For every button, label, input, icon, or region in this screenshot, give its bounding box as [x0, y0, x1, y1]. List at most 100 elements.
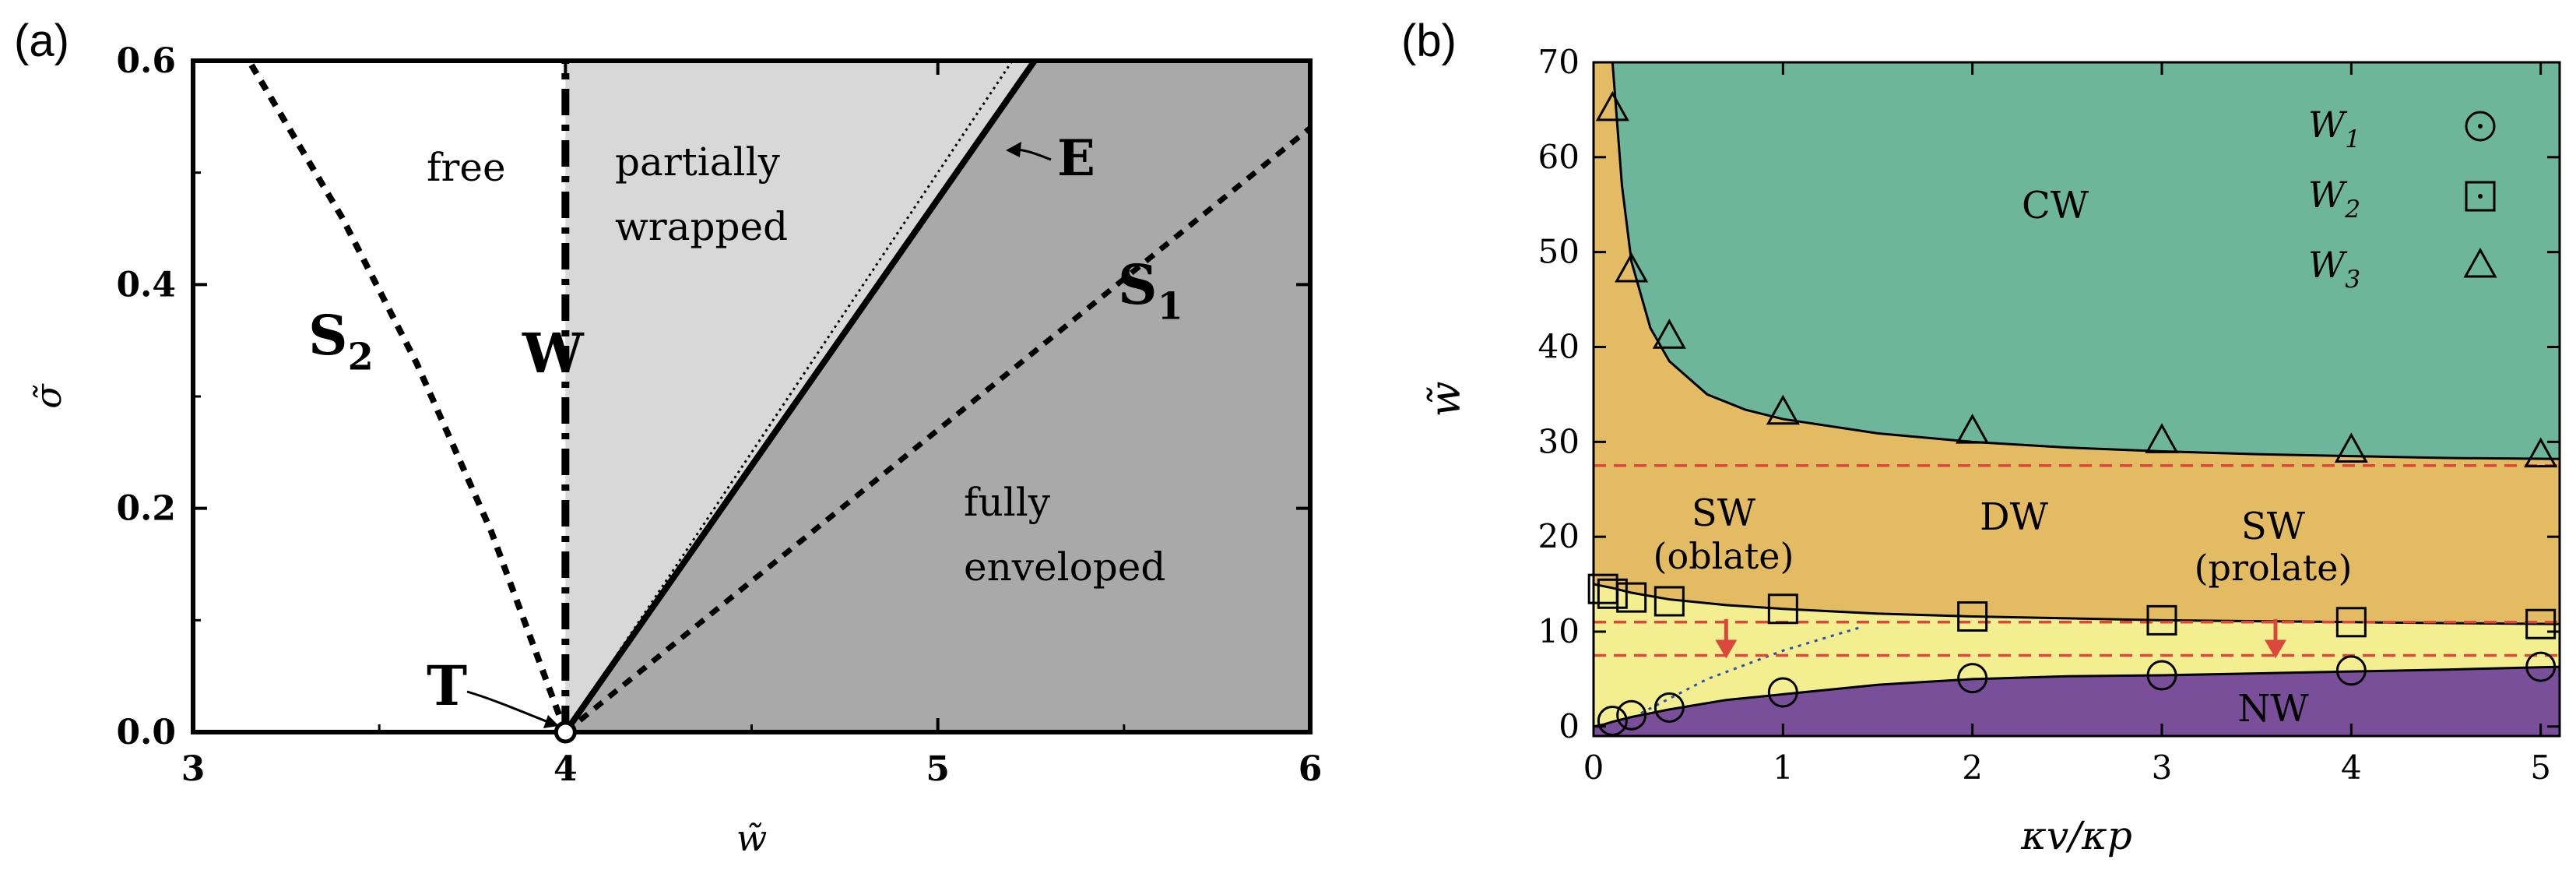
boundary-s2-label-main: S — [308, 303, 348, 368]
region-wrapped-label: wrapped — [615, 204, 788, 249]
t-pointer-arrowhead — [543, 715, 559, 728]
x-tick-label: 4 — [2341, 748, 2362, 787]
legend-label-3: W3 — [2308, 244, 2360, 294]
marker-w2 — [2525, 608, 2557, 639]
marker-w1 — [1653, 692, 1685, 723]
y-tick-label: 70 — [1538, 43, 1580, 81]
region-band — [1594, 584, 2560, 727]
legend-label-3-main: W — [2308, 244, 2348, 286]
region-nw — [1594, 667, 2560, 736]
boundary-s1-label-subscript: 1 — [1158, 285, 1183, 329]
panel-b-phase-diagram: (b)0 1 2 3 4 5010203040506070κv/κpw̃CWDWSW(ob… — [1401, 16, 2561, 858]
y-tick-label: 10 — [1538, 612, 1580, 650]
legend-label-1-main: W — [2308, 104, 2348, 146]
marker-w3 — [2334, 432, 2368, 463]
legend-marker-circle — [2465, 111, 2496, 142]
region-enveloped-label: enveloped — [964, 544, 1165, 590]
marker-w1 — [2146, 660, 2177, 691]
boundary-e-label: E — [1057, 129, 1095, 188]
red-arrowhead — [2265, 639, 2286, 659]
y-axis-label: w̃ — [1421, 381, 1470, 417]
x-tick-label: 3 — [181, 749, 206, 789]
marker-w2 — [1957, 601, 1988, 632]
legend-marker-triangle — [2463, 247, 2497, 278]
marker-w2 — [1597, 578, 1628, 609]
marker-w3 — [1595, 90, 1629, 122]
marker-w3 — [1652, 319, 1686, 349]
y-tick-label: 60 — [1538, 138, 1580, 176]
panel-a-label: (a) — [14, 16, 69, 66]
boundary-s2-label-subscript: 2 — [348, 336, 374, 379]
marker-w2 — [1616, 582, 1647, 613]
marker-w3 — [1766, 394, 1800, 425]
red-arrowhead — [1715, 639, 1738, 659]
x-tick-label: 0 — [1583, 748, 1604, 787]
point-t-label: T — [427, 653, 467, 718]
y-tick-label: 30 — [1538, 422, 1580, 460]
y-tick-label: 40 — [1538, 327, 1580, 365]
region-partially-label: partially — [615, 139, 781, 185]
x-tick-label: 6 — [1299, 749, 1323, 789]
marker-w2 — [2146, 604, 2177, 636]
y-tick-label: 0.4 — [116, 265, 176, 305]
region-dw-label: DW — [1980, 495, 2048, 539]
region-nw-label: NW — [2237, 687, 2309, 731]
y-tick-label: 0.2 — [116, 489, 176, 529]
legend-label-2-subscript: 2 — [2344, 195, 2360, 224]
legend-label-1: W1 — [2308, 104, 2360, 153]
e-pointer-arrowhead — [1006, 142, 1021, 157]
boundary-w-label: W — [522, 321, 585, 386]
marker-w1 — [1957, 663, 1988, 694]
marker-w2 — [2335, 607, 2367, 638]
legend-label-2-main: W — [2308, 174, 2348, 216]
legend-label-3-subscript: 3 — [2345, 266, 2360, 294]
y-axis-label: σ̃ — [27, 383, 69, 409]
boundary-s2-label: S2 — [308, 303, 374, 379]
legend-marker-dot — [2478, 124, 2483, 129]
panel-a-phase-diagram: (a) 3 4 5 6 0.0 0.2 0.4 0.6 w̃ σ̃ free partially wrap… — [14, 16, 1322, 859]
region-sw-oblate-label: SW — [1692, 491, 1756, 535]
marker-w3 — [2524, 437, 2558, 468]
legend-marker-dot — [2478, 194, 2483, 199]
marker-w1 — [1767, 677, 1798, 708]
marker-w1 — [1597, 706, 1628, 737]
boundary-cw-curve — [1611, 62, 2560, 460]
boundary-s1-label: S1 — [1118, 252, 1183, 329]
x-tick-label: 2 — [1962, 748, 1983, 787]
region-fully-enveloped — [565, 61, 1310, 732]
region-prolate-label: (prolate) — [2195, 547, 2353, 589]
boundary-s2-line — [246, 58, 569, 734]
y-tick-label: 50 — [1538, 233, 1580, 271]
x-tick-label: 1 — [1773, 748, 1794, 787]
x-tick-label: 4 — [554, 749, 578, 789]
marker-w2 — [1767, 593, 1798, 625]
marker-w3 — [1956, 414, 1990, 444]
y-tick-label: 0 — [1559, 707, 1580, 745]
legend-label-1-subscript: 1 — [2345, 125, 2360, 153]
legend-marker-square — [2465, 181, 2496, 212]
boundary-middle-curve — [1593, 583, 2560, 625]
marker-w1 — [1616, 699, 1647, 731]
legend-label-2: W2 — [2308, 174, 2360, 224]
marker-w2 — [1653, 586, 1685, 617]
x-tick-label: 5 — [2530, 748, 2551, 787]
region-oblate-label: (oblate) — [1653, 535, 1794, 577]
y-tick-label: 20 — [1538, 517, 1580, 555]
region-fully-label: fully — [964, 480, 1051, 525]
marker-w3 — [1615, 252, 1649, 283]
panel-b-frame — [1592, 61, 2561, 738]
point-t-marker — [554, 720, 577, 744]
marker-w1 — [2335, 655, 2367, 686]
marker-w1 — [2525, 651, 2557, 682]
marker-w3 — [2145, 423, 2179, 453]
x-tick-label: 5 — [926, 749, 950, 789]
panel-b-label: (b) — [1401, 16, 1457, 66]
x-tick-label: 3 — [2152, 748, 2173, 787]
y-tick-label: 0.6 — [116, 41, 176, 81]
region-cw-label: CW — [2022, 184, 2089, 227]
y-tick-label: 0.0 — [116, 713, 176, 752]
x-axis-label: w̃ — [736, 817, 767, 859]
region-free-label: free — [427, 145, 506, 190]
blue-dotted-curve — [1640, 626, 1860, 715]
